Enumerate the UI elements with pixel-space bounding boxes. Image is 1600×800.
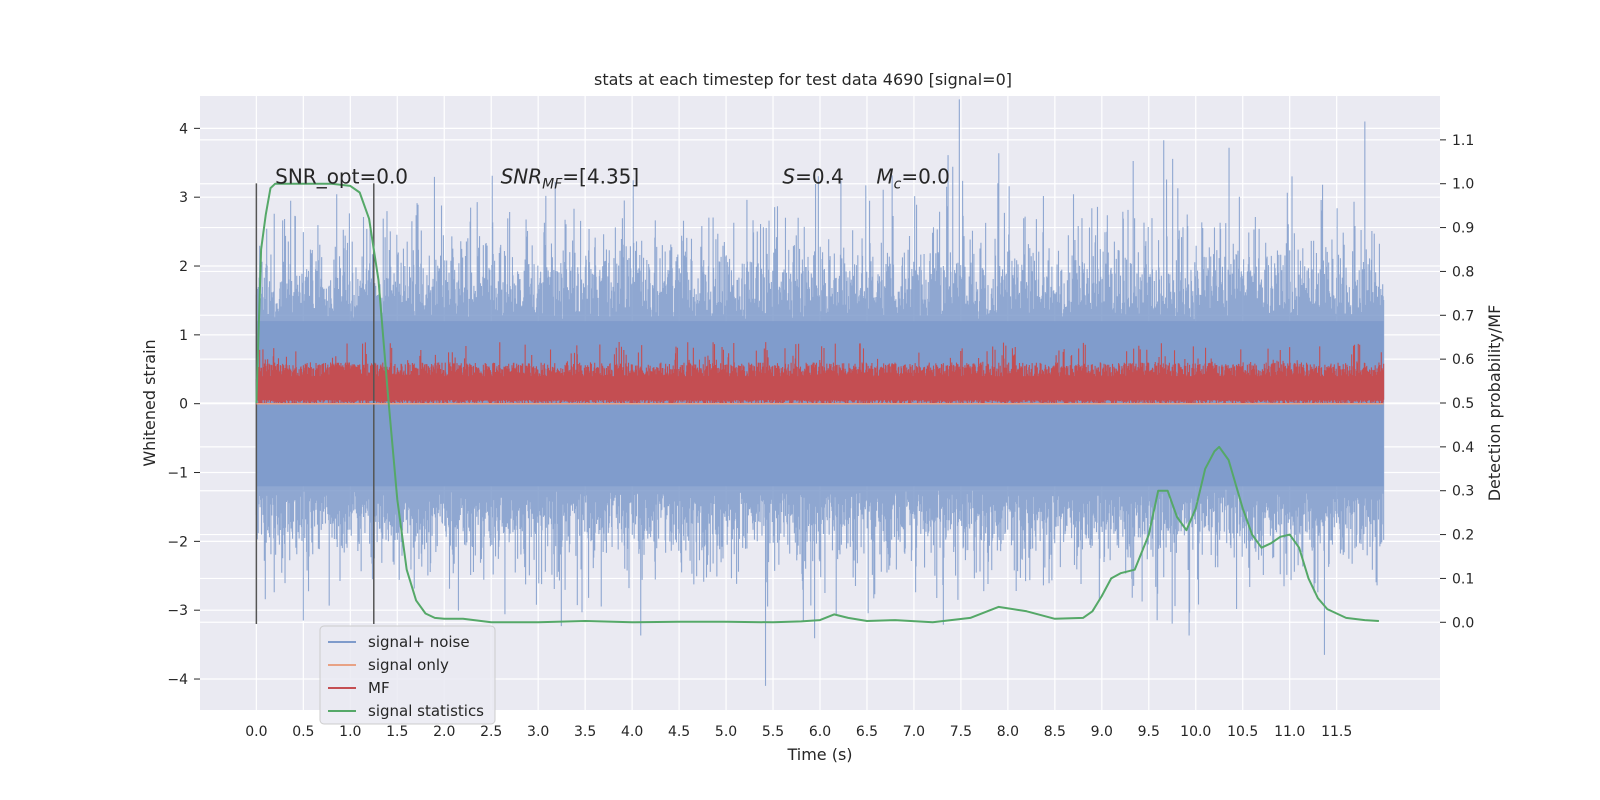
x-tick-label: 4.0 [621, 724, 643, 740]
y-tick-label: −2 [167, 534, 188, 550]
y-tick-label: 1 [179, 328, 188, 344]
x-tick-label: 9.0 [1091, 724, 1113, 740]
x-tick-label: 8.5 [1044, 724, 1066, 740]
x-tick-label: 7.0 [903, 724, 925, 740]
x-tick-label: 10.0 [1180, 724, 1211, 740]
x-tick-label: 5.0 [715, 724, 737, 740]
chart-title: stats at each timestep for test data 469… [594, 70, 1012, 89]
annotation-text: Mc=0.0 [876, 165, 950, 193]
x-axis-ticks: 0.0 0.5 1.0 1.5 2.0 2.5 3.0 3.5 4.0 4.5 5.0 5.5 6.0 6… [245, 724, 1352, 740]
x-tick-label: 4.5 [668, 724, 690, 740]
x-tick-label: 11.0 [1274, 724, 1305, 740]
y-right-tick-label: 1.1 [1452, 133, 1474, 149]
x-tick-label: 1.5 [386, 724, 408, 740]
y-tick-label: 2 [179, 259, 188, 275]
annotation-text: SNRMF=[4.35] [501, 165, 640, 193]
legend-label: signal statistics [368, 702, 484, 720]
x-tick-label: 0.0 [245, 724, 267, 740]
annotation-text: S=0.4 [782, 165, 843, 189]
y-right-tick-label: 0.6 [1452, 352, 1474, 368]
y-right-tick-label: 0.9 [1452, 221, 1474, 237]
y-tick-label: −4 [167, 672, 188, 688]
y-right-tick-label: 0.1 [1452, 571, 1474, 587]
legend-label: signal+ noise [368, 633, 470, 651]
signal-statistics-series [255, 182, 1379, 624]
y-axis-ticks: −4 −3 −2 −1 0 1 2 3 4 [167, 121, 200, 688]
x-tick-label: 10.5 [1227, 724, 1258, 740]
annotations: SNR_opt=0.0 SNRMF=[4.35] S=0.4 Mc=0.0 [275, 165, 950, 193]
signal-statistics-line [255, 182, 1379, 624]
y-tick-label: 4 [179, 121, 188, 137]
y-tick-label: 3 [179, 190, 188, 206]
x-tick-label: 2.5 [480, 724, 502, 740]
x-axis-label: Time (s) [786, 745, 852, 764]
y-right-axis-label: Detection probability/MF [1485, 305, 1504, 502]
x-tick-label: 11.5 [1321, 724, 1352, 740]
x-tick-label: 2.0 [433, 724, 455, 740]
annotation-text: SNR_opt=0.0 [275, 165, 408, 189]
x-tick-label: 1.0 [339, 724, 361, 740]
x-tick-label: 6.5 [856, 724, 878, 740]
y-right-tick-label: 0.3 [1452, 484, 1474, 500]
x-tick-label: 0.5 [292, 724, 314, 740]
x-tick-label: 9.5 [1138, 724, 1160, 740]
y-right-axis-ticks: 0.0 0.1 0.2 0.3 0.4 0.5 0.6 0.7 0.8 0.9 1.0 1.1 [1440, 133, 1474, 631]
x-tick-label: 3.5 [574, 724, 596, 740]
y-tick-label: −3 [167, 603, 188, 619]
legend-box [319, 625, 496, 725]
y-right-tick-label: 1.0 [1452, 177, 1474, 193]
mf-core [256, 376, 1384, 401]
legend-label: signal only [368, 656, 449, 674]
x-tick-label: 7.5 [950, 724, 972, 740]
x-tick-label: 3.0 [527, 724, 549, 740]
y-right-tick-label: 0.4 [1452, 440, 1474, 456]
x-tick-label: 8.0 [997, 724, 1019, 740]
y-tick-label: 0 [179, 397, 188, 413]
y-right-tick-label: 0.8 [1452, 264, 1474, 280]
mf-series [255, 342, 1385, 404]
x-tick-label: 6.0 [809, 724, 831, 740]
legend-label: MF [368, 679, 390, 697]
y-right-tick-label: 0.0 [1452, 615, 1474, 631]
y-right-tick-label: 0.5 [1452, 396, 1474, 412]
y-axis-label: Whitened strain [140, 339, 159, 466]
y-right-tick-label: 0.2 [1452, 528, 1474, 544]
x-tick-label: 5.5 [762, 724, 784, 740]
y-tick-label: −1 [167, 466, 188, 482]
y-right-tick-label: 0.7 [1452, 308, 1474, 324]
legend: signal+ noise signal only MF signal statist… [319, 625, 496, 725]
